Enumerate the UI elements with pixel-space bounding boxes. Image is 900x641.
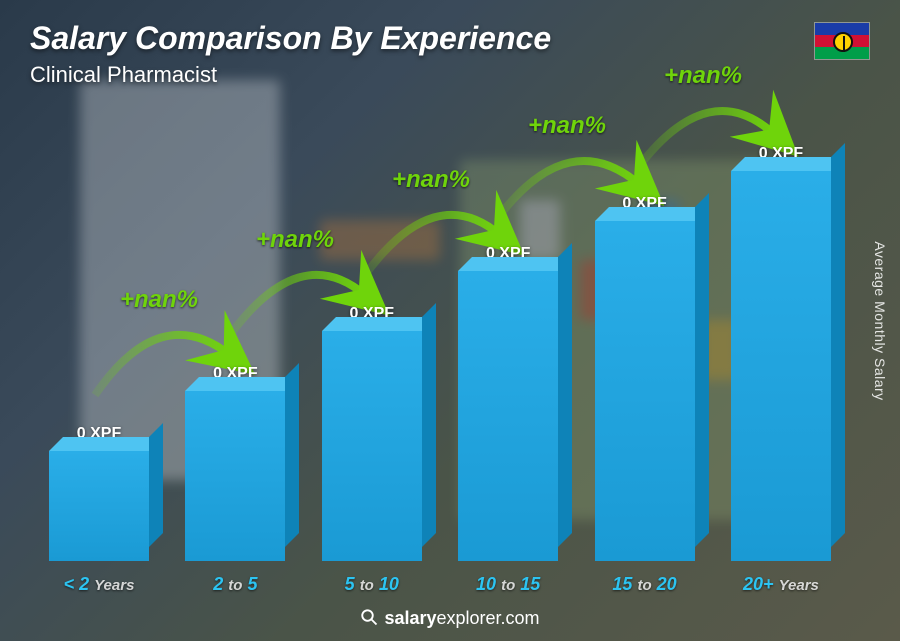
xlabel-1: 2 to 5 — [165, 574, 305, 595]
bar-2 — [322, 331, 422, 561]
bar-slot-2: 0 XPF 5 to 10 — [313, 305, 431, 561]
y-axis-label: Average Monthly Salary — [872, 241, 888, 400]
footer-attribution: salaryexplorer.com — [0, 608, 900, 629]
bar-slot-5: 0 XPF 20+ Years — [722, 145, 840, 561]
bar-slot-4: 0 XPF 15 to 20 — [586, 195, 704, 561]
bar-1 — [185, 391, 285, 561]
xlabel-2: 5 to 10 — [302, 574, 442, 595]
xlabel-0: < 2 Years — [29, 574, 169, 595]
xlabel-3: 10 to 15 — [438, 574, 578, 595]
footer-brand-rest: explorer.com — [437, 608, 540, 628]
bar-slot-3: 0 XPF 10 to 15 — [449, 245, 567, 561]
bar-slot-0: 0 XPF < 2 Years — [40, 425, 158, 561]
magnifier-icon — [360, 608, 378, 626]
bar-group: 0 XPF < 2 Years 0 XPF 2 to 5 0 XPF — [40, 121, 840, 561]
bar-slot-1: 0 XPF 2 to 5 — [176, 365, 294, 561]
bar-3 — [458, 271, 558, 561]
bar-4 — [595, 221, 695, 561]
footer-brand-bold: salary — [384, 608, 436, 628]
xlabel-5: 20+ Years — [711, 574, 851, 595]
pct-change-5: +nan% — [664, 62, 742, 90]
country-flag — [814, 22, 870, 60]
chart-container: Salary Comparison By Experience Clinical… — [0, 0, 900, 641]
chart-subtitle: Clinical Pharmacist — [30, 62, 217, 88]
xlabel-4: 15 to 20 — [575, 574, 715, 595]
chart-title: Salary Comparison By Experience — [30, 20, 551, 57]
bar-5 — [731, 171, 831, 561]
bar-0 — [49, 451, 149, 561]
